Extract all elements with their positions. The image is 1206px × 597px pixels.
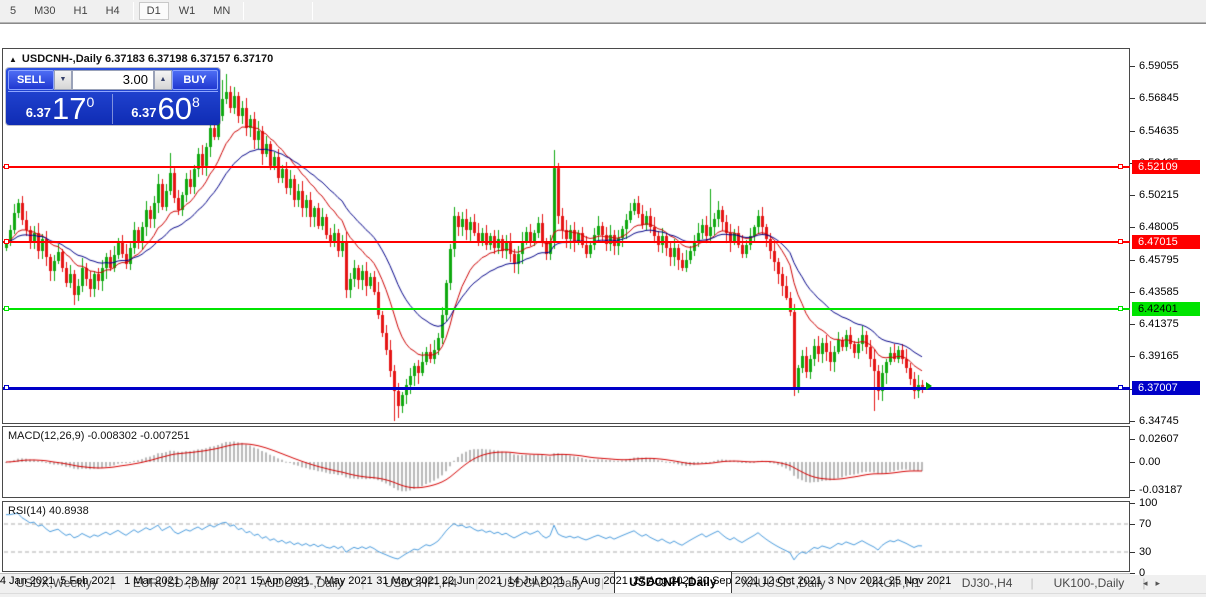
hline-price-label-6.47015: 6.47015	[1132, 234, 1200, 249]
date-label-23-Mar-2021: 23 Mar 2021	[185, 575, 247, 587]
date-label-1-Mar-2021: 1 Mar 2021	[124, 575, 180, 587]
price-tick-6.34745: 6.34745	[1130, 415, 1204, 428]
timeframe-button-H1[interactable]: H1	[73, 5, 88, 17]
date-label-3-Nov-2021: 3 Nov 2021	[827, 575, 885, 587]
buy-button[interactable]: BUY	[172, 70, 218, 90]
rsi-tick-30: 30	[1130, 546, 1204, 559]
chart-title: ▲ USDCNH-,Daily 6.37183 6.37198 6.37157 …	[9, 53, 273, 65]
timeframe-button-MN[interactable]: MN	[213, 5, 231, 17]
volume-increase-button[interactable]: ▲	[154, 70, 172, 90]
timeframe-button-H4[interactable]: H4	[105, 5, 120, 17]
one-click-trading-widget: SELL ▼ 3.00 ▲ BUY 6.37 17 0 6.37 60 8	[6, 68, 220, 125]
toolbar-separator	[312, 2, 314, 20]
date-label-20-Sep-2021: 20 Sep 2021	[696, 575, 760, 587]
price-tick-6.43585: 6.43585	[1130, 286, 1204, 299]
sell-price-pips: 17	[52, 91, 87, 126]
collapse-triangle-icon[interactable]: ▲	[9, 54, 17, 64]
hline-handle-6.52109[interactable]	[4, 164, 9, 169]
buy-price-pips: 60	[157, 91, 192, 126]
date-label-12-Oct-2021: 12 Oct 2021	[762, 575, 822, 587]
sell-price[interactable]: 6.37 17 0	[8, 91, 113, 126]
macd-tick-0.00: 0.00	[1130, 456, 1204, 469]
date-axis[interactable]: 14 Jan 2021 5 Feb 2021 1 Mar 2021 23 Mar 20…	[0, 575, 1130, 589]
rsi-indicator-label: RSI(14) 40.8938	[8, 505, 89, 517]
date-label-14-Jan-2021: 14 Jan 2021	[0, 575, 55, 587]
price-tick-6.39165: 6.39165	[1130, 350, 1204, 363]
hline-6.47015[interactable]	[3, 241, 1130, 243]
buy-price[interactable]: 6.37 60 8	[113, 91, 218, 126]
volume-input[interactable]: 3.00	[72, 70, 154, 90]
hline-price-label-6.42401: 6.42401	[1132, 302, 1200, 317]
chart-title-text: USDCNH-,Daily 6.37183 6.37198 6.37157 6.…	[21, 53, 274, 65]
hline-6.52109[interactable]	[3, 166, 1130, 168]
macd-tick-0.02607: 0.02607	[1130, 433, 1204, 446]
timeframe-button-M30[interactable]: M30	[34, 5, 56, 17]
hline-6.42401[interactable]	[3, 308, 1130, 310]
rsi-tick-0: 0	[1130, 567, 1204, 580]
toolbar-separator	[243, 2, 245, 20]
price-tick-6.45795: 6.45795	[1130, 254, 1204, 267]
timeframe-button-5[interactable]: 5	[10, 5, 17, 17]
hline-price-label-6.37007: 6.37007	[1132, 380, 1200, 395]
chart-window: ▲ USDCNH-,Daily 6.37183 6.37198 6.37157 …	[0, 23, 1206, 597]
price-tick-6.48005: 6.48005	[1130, 221, 1204, 234]
price-scale-column[interactable]: 6.590556.568456.546356.524256.502156.480…	[1130, 48, 1206, 579]
date-label-7-May-2021: 7 May 2021	[315, 575, 373, 587]
date-label-22-Jun-2021: 22 Jun 2021	[441, 575, 503, 587]
macd-indicator-label: MACD(12,26,9) -0.008302 -0.007251	[8, 430, 190, 442]
date-label-5-Feb-2021: 5 Feb 2021	[60, 575, 116, 587]
volume-decrease-button[interactable]: ▼	[54, 70, 72, 90]
sell-price-fraction: 0	[86, 94, 95, 110]
hline-handle-6.42401[interactable]	[4, 306, 9, 311]
price-tick-6.50215: 6.50215	[1130, 189, 1204, 202]
date-label-31-May-2021: 31 May 2021	[376, 575, 440, 587]
buy-price-base: 6.37	[131, 105, 157, 120]
sell-button[interactable]: SELL	[8, 70, 54, 90]
toolbar-separator	[132, 2, 134, 20]
hline-handle-6.42401[interactable]	[1118, 306, 1123, 311]
price-tick-6.54635: 6.54635	[1130, 125, 1204, 138]
rsi-tick-70: 70	[1130, 518, 1204, 531]
timeframe-toolbar: 5 M30 H1 H4 D1 W1 MN	[0, 0, 1206, 23]
trade-widget-controls: SELL ▼ 3.00 ▲ BUY	[8, 70, 218, 92]
buy-price-fraction: 8	[192, 94, 200, 110]
hline-6.37007[interactable]	[3, 387, 1130, 390]
hline-handle-6.37007[interactable]	[4, 385, 9, 390]
date-label-27-Aug-2021: 27 Aug 2021	[633, 575, 695, 587]
macd-tick--0.03187: -0.03187	[1130, 484, 1204, 497]
timeframe-button-D1[interactable]: D1	[138, 2, 169, 20]
timeframe-button-W1[interactable]: W1	[178, 5, 196, 17]
date-label-15-Apr-2021: 15 Apr 2021	[250, 575, 310, 587]
hline-handle-6.47015[interactable]	[4, 239, 9, 244]
hline-handle-6.52109[interactable]	[1118, 164, 1123, 169]
date-label-5-Aug-2021: 5 Aug 2021	[572, 575, 628, 587]
price-tick-6.56845: 6.56845	[1130, 92, 1204, 105]
price-tick-6.59055: 6.59055	[1130, 60, 1204, 73]
price-tick-6.41375: 6.41375	[1130, 318, 1204, 331]
trade-widget-prices: 6.37 17 0 6.37 60 8	[8, 92, 218, 124]
hline-handle-6.47015[interactable]	[1118, 239, 1123, 244]
hline-handle-6.37007[interactable]	[1118, 385, 1123, 390]
sell-price-base: 6.37	[25, 105, 52, 120]
hline-price-label-6.52109: 6.52109	[1132, 160, 1200, 175]
rsi-tick-100: 100	[1130, 497, 1204, 510]
last-price-marker-icon	[926, 381, 932, 390]
date-label-25-Nov-2021: 25 Nov 2021	[888, 575, 952, 587]
date-label-14-Jul-2021: 14 Jul 2021	[507, 575, 565, 587]
